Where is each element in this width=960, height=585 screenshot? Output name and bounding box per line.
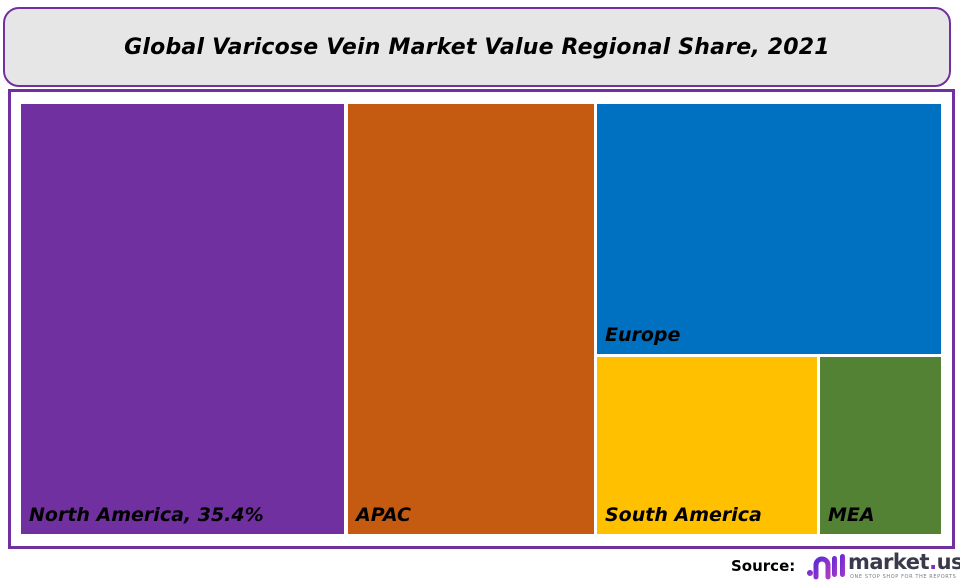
tile-mea: MEA	[820, 357, 941, 534]
source-label: Source:	[731, 557, 796, 575]
tile-label-north-america: North America, 35.4%	[29, 504, 264, 526]
tile-europe: Europe	[597, 104, 941, 354]
tile-label-apac: APAC	[356, 504, 411, 526]
market-us-logo: market.us ONE STOP SHOP FOR THE REPORTS	[806, 550, 960, 583]
treemap-frame: North America, 35.4% APAC Europe South A…	[8, 89, 955, 549]
tile-label-mea: MEA	[828, 504, 875, 526]
tile-label-south-america: South America	[605, 504, 762, 526]
chart-title: Global Varicose Vein Market Value Region…	[124, 34, 830, 60]
logo-tagline: ONE STOP SHOP FOR THE REPORTS	[850, 574, 957, 580]
tile-north-america: North America, 35.4%	[21, 104, 344, 534]
tile-label-europe: Europe	[605, 324, 681, 346]
tile-south-america: South America	[597, 357, 817, 534]
tile-apac: APAC	[348, 104, 594, 534]
logo-wordmark: market.us	[848, 550, 960, 574]
chart-title-box: Global Varicose Vein Market Value Region…	[3, 7, 951, 87]
market-us-logo-icon	[807, 554, 845, 580]
